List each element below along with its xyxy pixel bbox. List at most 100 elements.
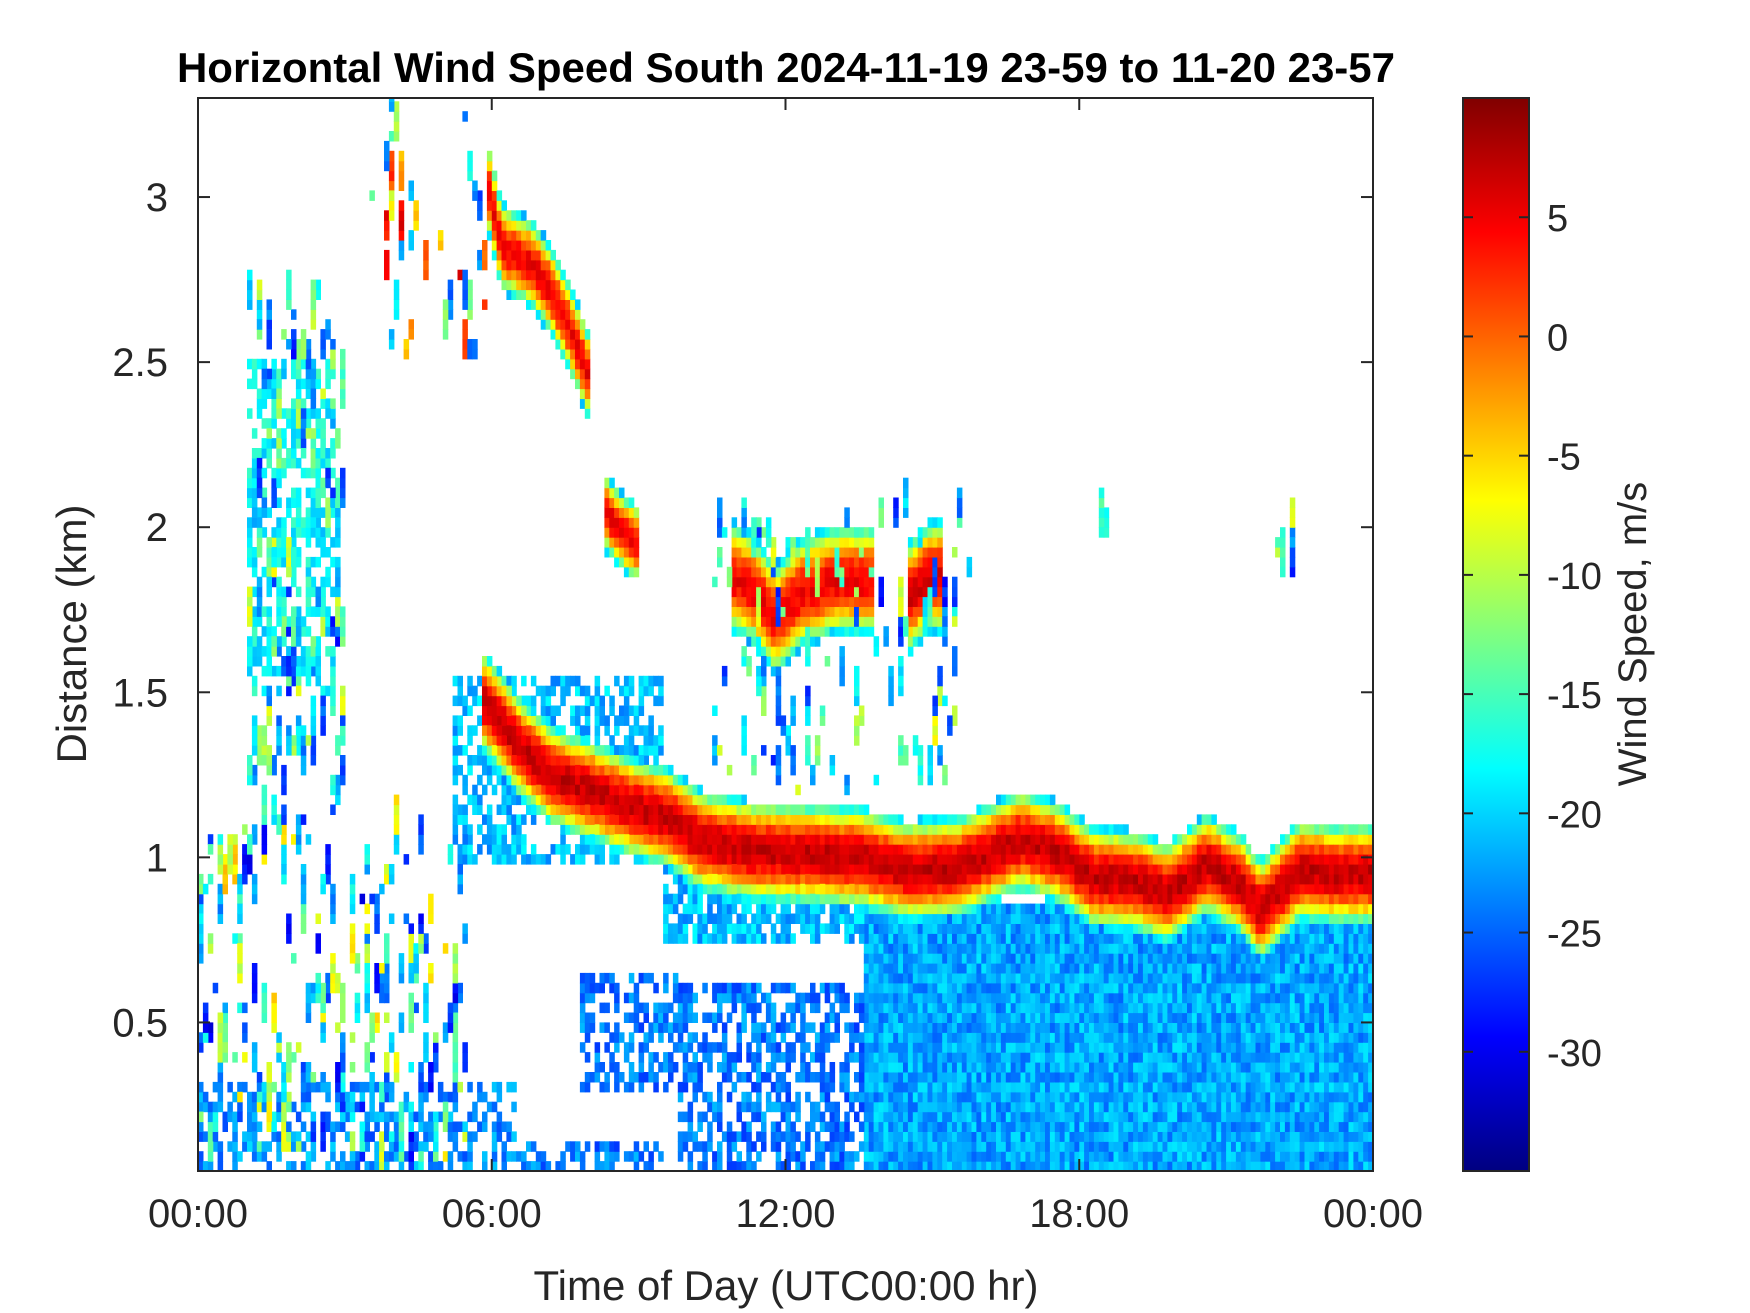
heatmap-cell [1118,903,1124,915]
heatmap-cell [1040,923,1046,934]
heatmap-cell [922,1131,929,1142]
heatmap-cell [1142,1161,1149,1171]
heatmap-cell [604,1022,610,1033]
heatmap-cell [247,1091,253,1103]
heatmap-cell [1005,1052,1012,1063]
heatmap-cell [535,745,542,756]
heatmap-cell [844,933,850,944]
heatmap-cell [1093,1052,1100,1063]
heatmap-cell [1045,953,1051,964]
heatmap-cell [721,1062,728,1073]
heatmap-cell [981,1062,987,1073]
heatmap-cell [1265,1141,1271,1152]
heatmap-cell [1235,1111,1242,1123]
heatmap-cell [511,784,517,796]
heatmap-cell [903,913,909,924]
heatmap-cell [638,755,645,766]
heatmap-cell [907,1121,914,1132]
heatmap-cell [609,1062,615,1073]
heatmap-cell [579,1042,586,1053]
heatmap-cell [873,1151,880,1162]
heatmap-cell [746,854,752,865]
heatmap-cell [1191,903,1198,915]
heatmap-cell [1162,1121,1168,1132]
heatmap-cell [1358,953,1364,964]
heatmap-cell [1368,992,1373,1004]
heatmap-cell [986,1151,992,1162]
heatmap-cell [1138,1111,1144,1123]
heatmap-cell [1010,923,1017,934]
heatmap-cell [1255,992,1261,1004]
heatmap-cell [1206,1042,1212,1053]
heatmap-cell [1338,1141,1345,1152]
heatmap-cell [1201,1072,1208,1083]
heatmap-cell [1353,1002,1359,1014]
heatmap-cell [251,675,258,687]
heatmap-cell [1319,1002,1325,1014]
heatmap-cell [976,1042,982,1053]
heatmap-cell [868,1081,875,1093]
heatmap-cell [1049,1131,1056,1142]
heatmap-cell [1211,1062,1217,1073]
heatmap-cell [1167,1151,1173,1162]
heatmap-cell [1093,1151,1100,1162]
heatmap-cell [1142,1141,1149,1152]
heatmap-cell [1103,1042,1110,1053]
heatmap-cell [1079,943,1085,954]
heatmap-cell [609,972,615,984]
heatmap-cell [736,992,742,1004]
heatmap-cell [261,665,268,677]
heatmap-cell [1040,1121,1046,1132]
heatmap-cell [477,844,483,855]
heatmap-cell [761,893,767,905]
heatmap-cell [868,1022,875,1033]
heatmap-cell [800,1012,806,1023]
heatmap-cell [393,1131,400,1142]
heatmap-cell [1157,933,1164,944]
heatmap-cell [604,972,610,984]
heatmap-cell [584,834,591,845]
heatmap-cell [604,804,610,815]
heatmap-cell [952,1131,958,1142]
heatmap-cell [1049,1052,1056,1063]
heatmap-cell [310,467,317,479]
heatmap-cell [281,358,287,370]
heatmap-cell [1231,1081,1237,1093]
heatmap-cell [917,1161,924,1171]
heatmap-cell [893,953,899,964]
heatmap-cell [717,913,723,924]
heatmap-cell [1133,903,1139,915]
heatmap-cell [579,834,586,845]
heatmap-cell [677,1081,684,1093]
heatmap-cell [878,992,884,1004]
heatmap-cell [1025,1052,1031,1063]
heatmap-cell [335,1121,341,1132]
heatmap-cell [800,893,806,905]
heatmap-cell [834,1022,840,1033]
heatmap-cell [643,755,649,766]
heatmap-cell [310,576,317,588]
heatmap-cell [261,418,268,429]
heatmap-cell [1275,1101,1281,1113]
heatmap-cell [491,695,498,707]
heatmap-cell [320,527,326,538]
heatmap-cell [1363,1121,1369,1132]
heatmap-cell [491,854,498,865]
heatmap-cell [266,606,272,617]
heatmap-cell [770,1101,777,1113]
heatmap-cell [1343,1062,1350,1073]
heatmap-cell [668,764,674,776]
heatmap-cell [991,1151,997,1162]
heatmap-cell [971,1072,977,1083]
heatmap-cell [638,675,645,687]
heatmap-cell [1255,1161,1261,1171]
heatmap-cell [477,1091,483,1103]
heatmap-cell [604,725,610,736]
heatmap-cell [775,1052,782,1063]
heatmap-cell [261,358,268,370]
heatmap-cell [1284,903,1291,915]
heatmap-cell [800,1161,806,1171]
heatmap-cell [761,1111,767,1123]
heatmap-cell [1260,1101,1266,1113]
heatmap-cell [903,903,909,915]
